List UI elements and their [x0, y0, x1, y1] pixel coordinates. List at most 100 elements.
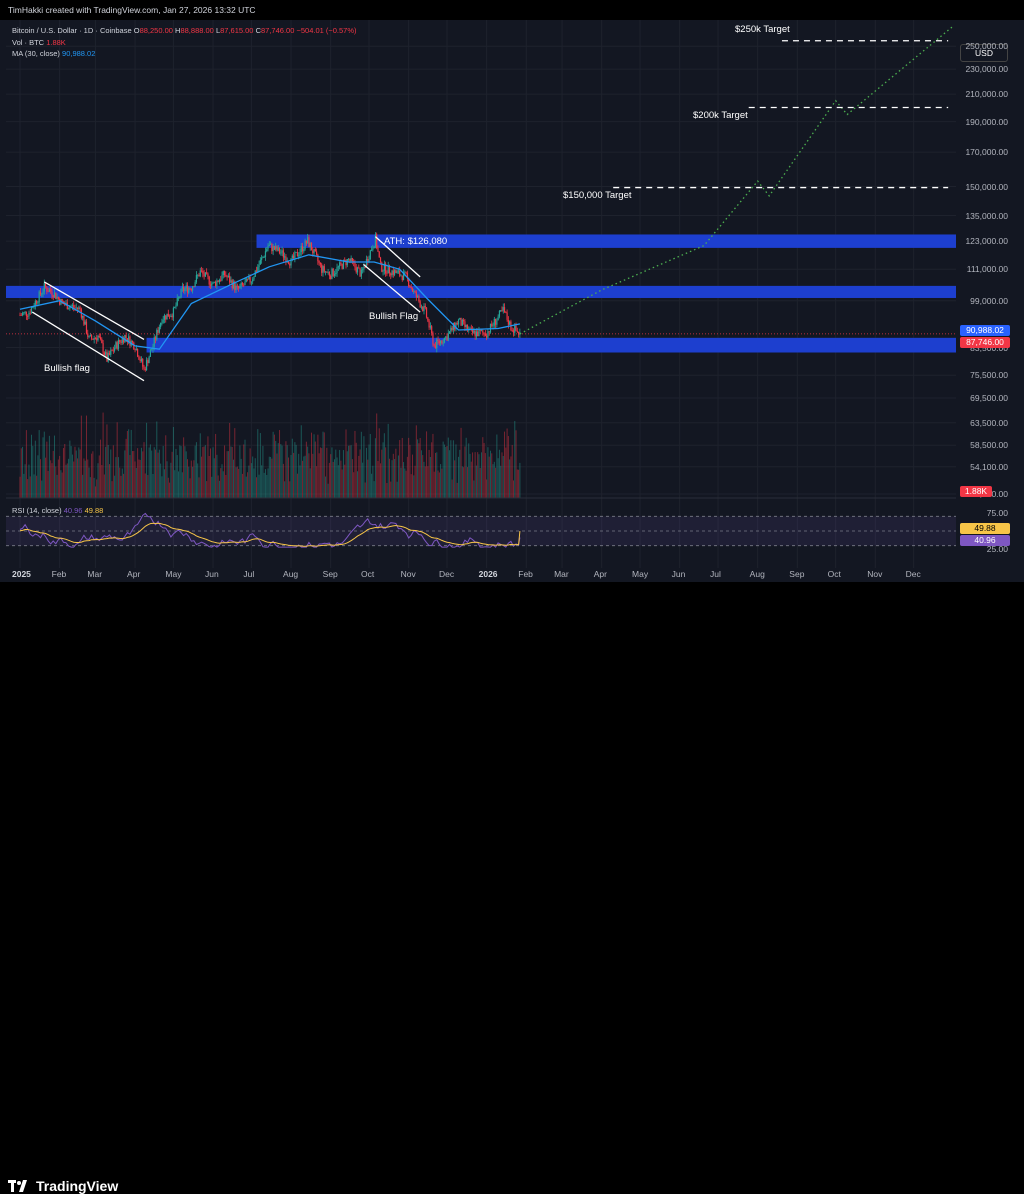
candle-body — [204, 272, 206, 277]
candle-body — [318, 261, 320, 263]
candle-body — [328, 271, 330, 276]
candle-body — [78, 307, 80, 309]
volume-bar — [51, 463, 53, 498]
volume-bar — [178, 471, 180, 498]
price-tick-label: 210,000.00 — [965, 89, 1008, 100]
candle-body — [83, 315, 85, 325]
volume-bar — [105, 446, 107, 498]
volume-bar — [302, 460, 304, 498]
candle-body — [392, 270, 394, 275]
candle-body — [342, 260, 345, 269]
volume-bar — [392, 453, 394, 498]
candle-body — [341, 263, 343, 269]
price-chart[interactable] — [0, 20, 1024, 582]
volume-bar — [468, 443, 470, 498]
candle-body — [333, 274, 336, 276]
volume-bar — [261, 465, 263, 498]
volume-bar — [163, 469, 165, 498]
volume-bar — [507, 436, 509, 498]
volume-bar — [373, 481, 375, 498]
volume-bar — [339, 449, 341, 498]
candle-body — [303, 249, 305, 252]
candle-body — [276, 246, 278, 251]
volume-bar — [495, 467, 497, 498]
volume-bar — [190, 460, 192, 498]
candle-body — [257, 267, 259, 272]
candle-body — [158, 327, 160, 333]
candle-body — [255, 270, 258, 272]
volume-bar — [428, 449, 430, 498]
candle-body — [157, 330, 159, 333]
price-tick-label: 230,000.00 — [965, 64, 1008, 75]
candle-body — [406, 272, 408, 278]
candle-body — [38, 291, 40, 303]
candle-body — [108, 352, 111, 355]
volume-bar — [355, 442, 357, 498]
low-value: 87,615.00 — [220, 26, 254, 35]
candle-body — [312, 250, 314, 254]
candle-body — [264, 251, 267, 257]
volume-bar — [240, 458, 242, 498]
volume-bar — [376, 413, 378, 498]
date-tick-label: Nov — [867, 569, 883, 579]
candle-body — [300, 245, 302, 252]
volume-bar — [446, 446, 448, 498]
price-tick-label: 63,500.00 — [970, 417, 1008, 428]
candle-body — [133, 342, 135, 350]
candle-body — [39, 291, 42, 295]
currency-button[interactable]: USD — [960, 44, 1008, 62]
candle-body — [378, 251, 380, 258]
date-tick-label: Feb — [518, 569, 533, 579]
volume-bar — [426, 431, 428, 498]
price-tick-label: 99,000.00 — [970, 295, 1008, 306]
candle-body — [330, 275, 332, 279]
last-price-tag: 87,746.00 — [960, 337, 1010, 348]
candle-body — [506, 312, 508, 320]
candle-body — [226, 276, 228, 278]
candle-body — [269, 243, 272, 245]
volume-bar — [22, 446, 24, 498]
candle-body — [105, 351, 107, 355]
candle-body — [188, 288, 190, 293]
volume-bar — [97, 463, 99, 498]
candle-body — [116, 342, 118, 349]
candle-body — [486, 335, 488, 338]
volume-bar — [146, 422, 148, 498]
volume-bar — [23, 473, 25, 498]
candle-body — [234, 281, 236, 291]
volume-bar — [124, 450, 126, 498]
volume-bar — [230, 446, 232, 498]
candle-body — [148, 356, 150, 364]
volume-bar — [321, 448, 323, 498]
candle-body — [396, 271, 398, 273]
candle-body — [227, 276, 229, 278]
volume-bar — [27, 479, 29, 498]
candle-body — [268, 244, 270, 246]
candle-body — [106, 351, 108, 362]
volume-bar — [233, 459, 235, 498]
volume-bar — [193, 460, 195, 498]
volume-bar — [325, 476, 327, 498]
date-tick-label: Aug — [749, 569, 765, 579]
candle-body — [41, 293, 43, 295]
volume-bar — [77, 458, 79, 498]
candle-body — [322, 266, 324, 273]
volume-bar — [348, 445, 350, 498]
volume-bar — [290, 454, 292, 498]
symbol-legend: Bitcoin / U.S. Dollar · 1D · Coinbase O8… — [12, 26, 357, 35]
candle-body — [137, 348, 139, 357]
candle-body — [25, 311, 27, 317]
volume-bar — [54, 435, 56, 498]
volume-bar — [371, 473, 373, 498]
candle-body — [295, 252, 297, 253]
candle-body — [382, 270, 384, 272]
volume-bar — [161, 476, 163, 498]
candle-body — [202, 270, 204, 274]
volume-bar — [153, 447, 155, 498]
candle-body — [448, 331, 451, 334]
volume-bar — [114, 475, 116, 498]
volume-bar — [358, 455, 360, 498]
volume-bar — [217, 475, 219, 498]
chart-area[interactable]: Bitcoin / U.S. Dollar · 1D · Coinbase O8… — [0, 20, 1024, 582]
rsi-legend: RSI (14, close) 40.96 49.88 — [12, 506, 103, 515]
